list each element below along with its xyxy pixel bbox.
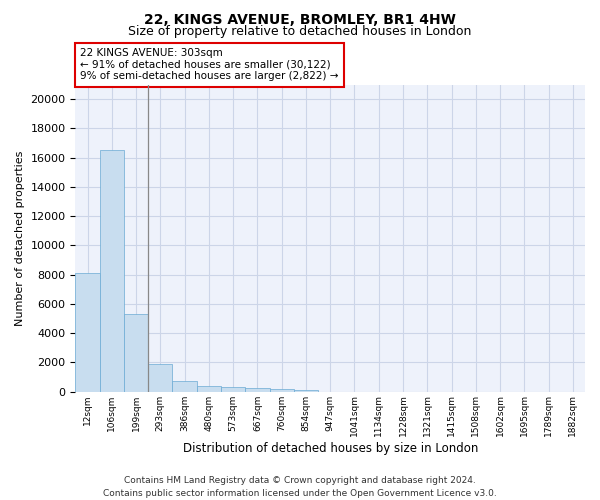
Text: 22, KINGS AVENUE, BROMLEY, BR1 4HW: 22, KINGS AVENUE, BROMLEY, BR1 4HW <box>144 12 456 26</box>
Title: 22, KINGS AVENUE, BROMLEY, BR1 4HW
Size of property relative to detached houses : 22, KINGS AVENUE, BROMLEY, BR1 4HW Size … <box>0 499 1 500</box>
Bar <box>76 273 100 392</box>
Bar <box>197 386 221 392</box>
Text: Size of property relative to detached houses in London: Size of property relative to detached ho… <box>128 25 472 38</box>
X-axis label: Distribution of detached houses by size in London: Distribution of detached houses by size … <box>182 442 478 455</box>
Bar <box>245 388 269 392</box>
Text: 22 KINGS AVENUE: 303sqm
← 91% of detached houses are smaller (30,122)
9% of semi: 22 KINGS AVENUE: 303sqm ← 91% of detache… <box>80 48 339 82</box>
Bar <box>148 364 172 392</box>
Bar <box>294 390 318 392</box>
Bar <box>124 314 148 392</box>
Bar <box>221 388 245 392</box>
Bar <box>172 382 197 392</box>
Text: Contains HM Land Registry data © Crown copyright and database right 2024.
Contai: Contains HM Land Registry data © Crown c… <box>103 476 497 498</box>
Bar <box>269 389 294 392</box>
Bar <box>100 150 124 392</box>
Y-axis label: Number of detached properties: Number of detached properties <box>15 150 25 326</box>
